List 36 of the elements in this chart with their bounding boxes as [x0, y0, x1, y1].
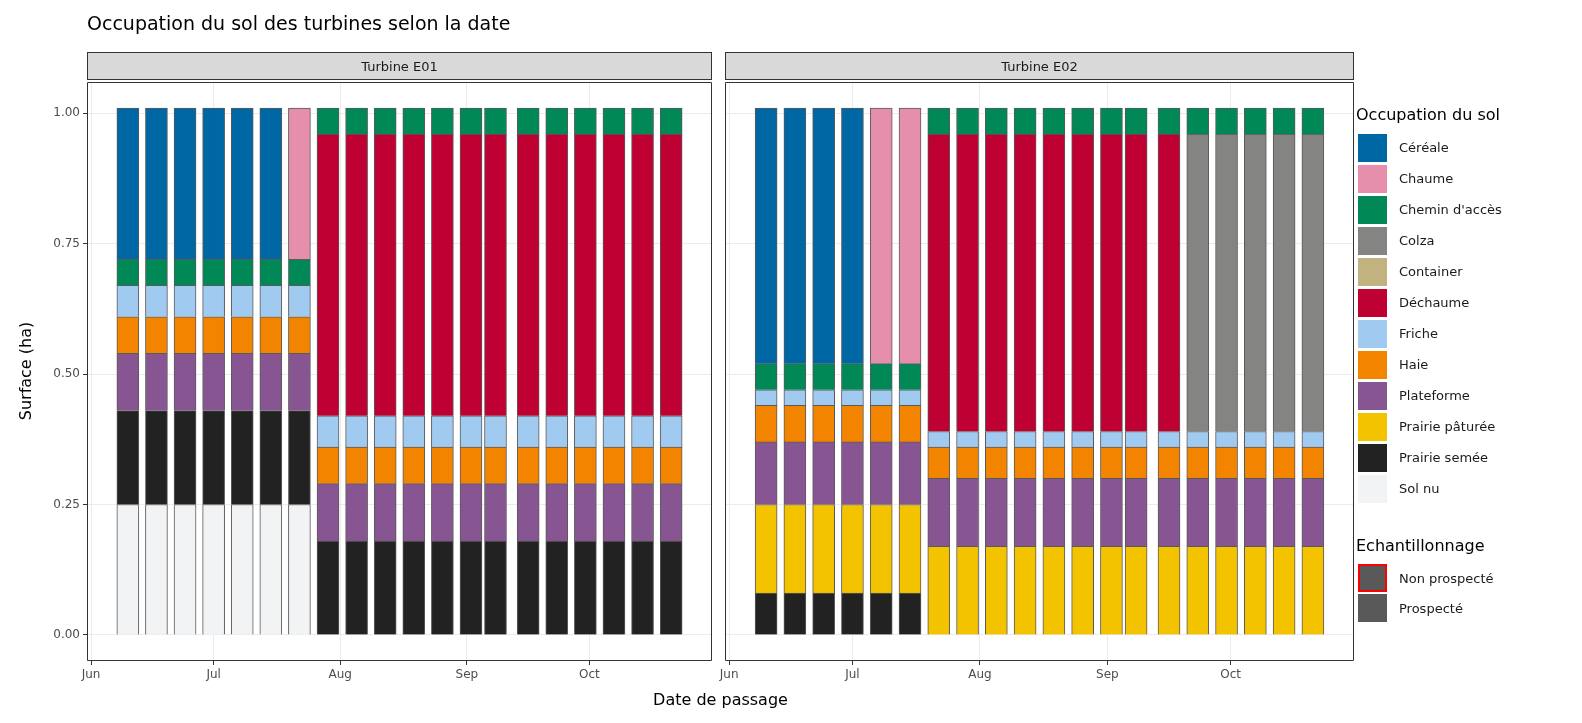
legend-label: Plateforme	[1399, 388, 1470, 403]
chart-title: Occupation du sol des turbines selon la date	[87, 12, 511, 34]
x-tick-label: Sep	[455, 667, 479, 682]
y-tick-label: 0.25	[53, 496, 80, 511]
legend-label: Chaume	[1399, 171, 1454, 186]
x-tick-label: Oct	[579, 667, 601, 682]
y-tick-label: 0.50	[53, 366, 80, 381]
x-axis-title: Date de passage	[652, 690, 789, 709]
legend-label: Container	[1399, 264, 1463, 279]
legend-label: Friche	[1399, 326, 1438, 341]
legend-label: Sol nu	[1399, 481, 1440, 496]
text: Prospecté	[1399, 600, 1463, 616]
chart-subtitle: Turbine E01	[87, 52, 712, 80]
chart-subtitle: Turbine E02	[725, 52, 1354, 80]
x-tick-label: Oct	[1220, 667, 1242, 682]
y-axis-title: Surface (ha)	[15, 321, 35, 421]
text: Echantillonnage	[1356, 536, 1486, 555]
x-tick-label: Jul	[844, 667, 860, 682]
legend-title: Occupation du sol	[1356, 105, 1501, 124]
legend-label: Céréale	[1399, 140, 1449, 155]
x-tick-label: Aug	[328, 667, 352, 682]
legend-label: Chemin d'accès	[1399, 202, 1502, 217]
y-tick-label: 0.00	[53, 627, 80, 642]
legend-label: Déchaume	[1399, 295, 1470, 310]
legend-label: Haie	[1399, 357, 1429, 372]
legend-label: Prairie pâturée	[1399, 419, 1496, 434]
x-tick-label: Jun	[80, 667, 101, 682]
x-tick-label: Sep	[1096, 667, 1119, 682]
x-tick-label: Jun	[718, 667, 739, 682]
x-tick-label: Jul	[205, 667, 221, 682]
x-tick-label: Aug	[968, 667, 992, 682]
legend-label: Colza	[1399, 233, 1435, 248]
legend-label: Prairie semée	[1399, 450, 1489, 465]
y-tick-label: 1.00	[53, 105, 80, 120]
text: Non prospecté	[1399, 570, 1494, 586]
y-tick-label: 0.75	[53, 235, 80, 250]
